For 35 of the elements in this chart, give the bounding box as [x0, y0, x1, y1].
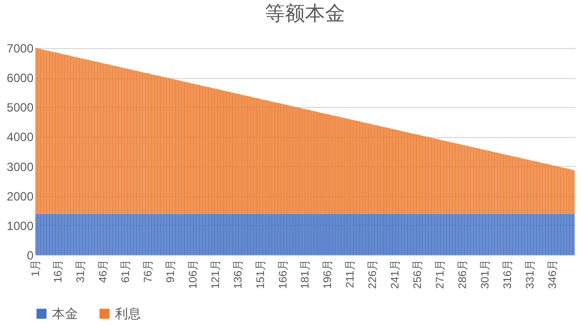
y-tick-label: 1000 — [6, 218, 34, 233]
x-tick-label: 46月 — [98, 260, 110, 283]
x-tick-label: 121月 — [210, 260, 222, 289]
x-tick-label: 331月 — [524, 260, 536, 289]
x-tick-label: 346月 — [546, 260, 559, 289]
x-tick-label: 91月 — [164, 260, 177, 283]
x-tick-label: 1月 — [30, 260, 42, 277]
x-tick-label: 211月 — [344, 260, 357, 288]
x-tick-label: 136月 — [232, 260, 244, 289]
y-tick-label: 4000 — [6, 130, 34, 144]
x-tick-label: 166月 — [277, 260, 290, 289]
x-tick-label: 196月 — [322, 260, 334, 289]
x-tick-label: 271月 — [434, 260, 447, 289]
x-tick-label: 76月 — [142, 260, 154, 283]
x-tick-label: 31月 — [75, 260, 88, 283]
y-tick-label: 0 — [26, 248, 34, 262]
x-tick-label: 286月 — [457, 260, 470, 289]
x-tick-label: 226月 — [367, 260, 380, 289]
y-tick-label: 3000 — [6, 160, 34, 174]
chart-title: 等额本金 — [265, 3, 345, 25]
y-tick-label: 5000 — [6, 100, 34, 115]
x-tick-label: 61月 — [120, 260, 132, 283]
legend-label: 利息 — [115, 306, 141, 321]
x-tick-label: 316月 — [502, 260, 514, 289]
y-tick-label: 6000 — [6, 71, 34, 86]
x-tick-label: 151月 — [254, 260, 267, 289]
x-tick-label: 241月 — [390, 260, 402, 289]
y-tick-label: 7000 — [6, 42, 34, 56]
x-tick-label: 301月 — [480, 260, 492, 289]
legend-label: 本金 — [52, 306, 78, 321]
x-tick-label: 106月 — [187, 260, 200, 289]
y-tick-label: 2000 — [6, 189, 34, 204]
x-tick-label: 16月 — [52, 260, 65, 283]
x-tick-label: 256月 — [412, 260, 424, 289]
x-tick-label: 181月 — [300, 260, 312, 289]
